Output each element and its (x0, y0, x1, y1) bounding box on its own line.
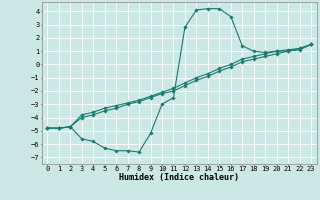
X-axis label: Humidex (Indice chaleur): Humidex (Indice chaleur) (119, 173, 239, 182)
